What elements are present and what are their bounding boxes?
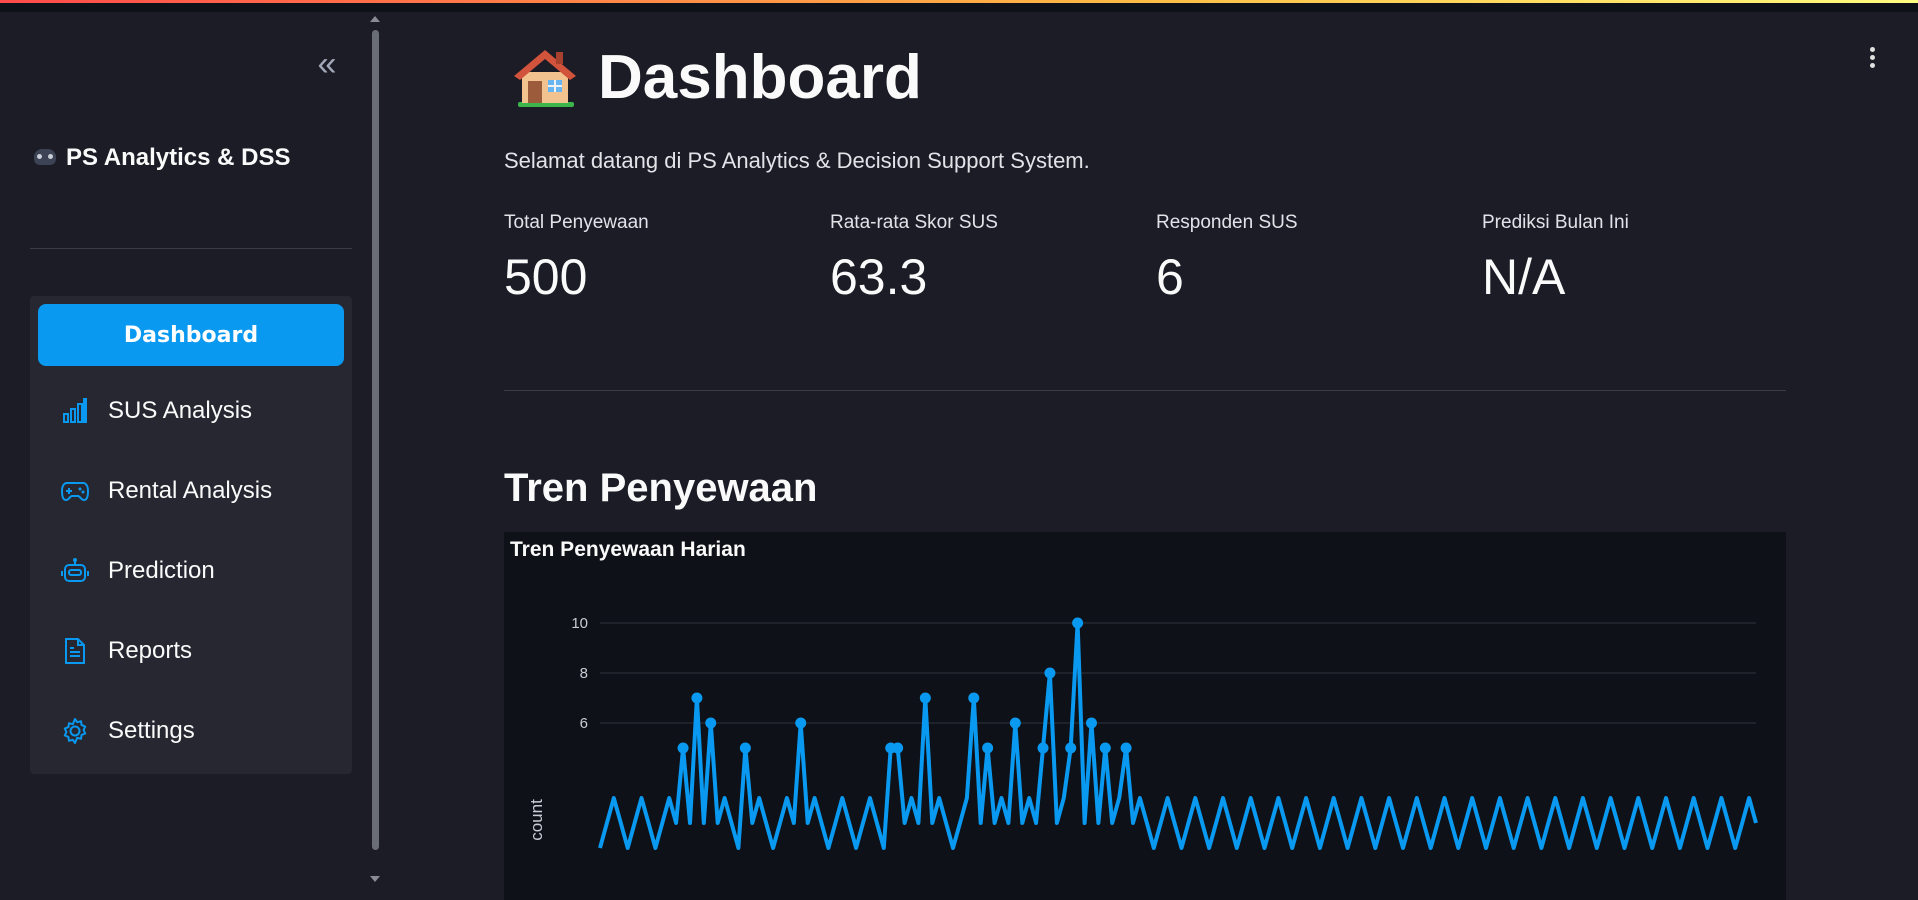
document-icon bbox=[58, 634, 92, 668]
sidebar-item-label: Prediction bbox=[108, 557, 215, 584]
chart-title: Tren Penyewaan Harian bbox=[510, 538, 746, 561]
rental-trend-chart[interactable]: Tren Penyewaan Harian 6 8 10 count bbox=[504, 532, 1786, 900]
metric-value: 6 bbox=[1156, 249, 1184, 305]
data-point[interactable] bbox=[795, 717, 807, 729]
scroll-down-icon[interactable] bbox=[370, 876, 380, 882]
sidebar-item-label: Reports bbox=[108, 637, 193, 664]
data-point[interactable] bbox=[892, 742, 904, 754]
y-tick-label: 8 bbox=[580, 665, 588, 682]
sidebar-item-label: Settings bbox=[108, 717, 195, 744]
sidebar-item-rental-analysis[interactable]: Rental Analysis bbox=[38, 460, 344, 522]
sidebar-scrollbar[interactable] bbox=[368, 12, 382, 888]
metric-prediksi-bulan-ini: Prediksi Bulan Ini N/A bbox=[1482, 212, 1802, 306]
data-point[interactable] bbox=[1037, 742, 1049, 754]
sidebar-item-dashboard[interactable]: Dashboard bbox=[38, 304, 344, 366]
scroll-up-icon[interactable] bbox=[370, 16, 380, 22]
gamepad-icon bbox=[34, 148, 56, 165]
house-icon bbox=[512, 44, 578, 108]
series-line bbox=[598, 621, 1758, 850]
sidebar-menu: Dashboard SUS Analysis Rental Analysis P… bbox=[30, 296, 352, 774]
bar-chart-icon bbox=[58, 394, 92, 428]
sidebar-item-label: Rental Analysis bbox=[108, 477, 273, 504]
gear-icon bbox=[58, 714, 92, 748]
metric-total-penyewaan: Total Penyewaan 500 bbox=[504, 212, 824, 306]
top-decoration-bar bbox=[0, 0, 1918, 3]
scroll-thumb[interactable] bbox=[372, 30, 379, 850]
data-point[interactable] bbox=[1072, 617, 1084, 629]
data-point[interactable] bbox=[677, 742, 689, 754]
y-axis-label: count bbox=[527, 799, 546, 841]
sidebar-item-label: Dashboard bbox=[123, 322, 259, 348]
y-tick-label: 10 bbox=[571, 615, 588, 632]
metric-label: Responden SUS bbox=[1156, 212, 1298, 233]
y-tick-label: 6 bbox=[580, 715, 588, 732]
data-point[interactable] bbox=[739, 742, 751, 754]
data-point[interactable] bbox=[1044, 667, 1056, 679]
sidebar-divider bbox=[30, 248, 352, 249]
app-header bbox=[0, 3, 1918, 12]
data-point[interactable] bbox=[1085, 717, 1097, 729]
metric-value: 63.3 bbox=[830, 249, 928, 305]
page-title: Dashboard bbox=[512, 42, 922, 114]
sidebar-item-prediction[interactable]: Prediction bbox=[38, 540, 344, 602]
chart-svg: Tren Penyewaan Harian 6 8 10 count bbox=[510, 538, 1758, 850]
metric-value: 500 bbox=[504, 249, 588, 305]
data-point[interactable] bbox=[982, 742, 994, 754]
sidebar-item-settings[interactable]: Settings bbox=[38, 700, 344, 762]
data-point[interactable] bbox=[968, 692, 980, 704]
metric-label: Total Penyewaan bbox=[504, 212, 649, 233]
metric-responden-sus: Responden SUS 6 bbox=[1156, 212, 1476, 306]
double-chevron-left-icon[interactable]: « bbox=[317, 45, 337, 83]
brand-label: PS Analytics & DSS bbox=[66, 144, 291, 171]
sidebar-item-reports[interactable]: Reports bbox=[38, 620, 344, 682]
sidebar-item-sus-analysis[interactable]: SUS Analysis bbox=[38, 380, 344, 442]
metric-label: Prediksi Bulan Ini bbox=[1482, 212, 1629, 233]
gamepad-icon bbox=[58, 474, 92, 508]
sidebar-item-label: SUS Analysis bbox=[108, 397, 253, 424]
metric-value: N/A bbox=[1482, 249, 1566, 305]
data-point[interactable] bbox=[1099, 742, 1111, 754]
main-content: Dashboard Selamat datang di PS Analytics… bbox=[382, 12, 1918, 900]
welcome-text: Selamat datang di PS Analytics & Decisio… bbox=[504, 148, 1090, 173]
page-title-text: Dashboard bbox=[598, 43, 922, 112]
data-point[interactable] bbox=[705, 717, 717, 729]
main-divider bbox=[504, 390, 1786, 391]
section-title: Tren Penyewaan bbox=[504, 466, 818, 510]
kebab-menu-icon[interactable] bbox=[1862, 44, 1882, 74]
metric-label: Rata-rata Skor SUS bbox=[830, 212, 998, 233]
metric-rata-rata-skor-sus: Rata-rata Skor SUS 63.3 bbox=[830, 212, 1150, 306]
data-point[interactable] bbox=[1120, 742, 1132, 754]
data-point[interactable] bbox=[691, 692, 703, 704]
data-point[interactable] bbox=[919, 692, 931, 704]
data-point[interactable] bbox=[1065, 742, 1077, 754]
sidebar-brand: PS Analytics & DSS bbox=[34, 144, 291, 172]
data-point[interactable] bbox=[1009, 717, 1021, 729]
sidebar: « PS Analytics & DSS Dashboard SUS Analy… bbox=[0, 12, 364, 888]
robot-icon bbox=[58, 554, 92, 588]
